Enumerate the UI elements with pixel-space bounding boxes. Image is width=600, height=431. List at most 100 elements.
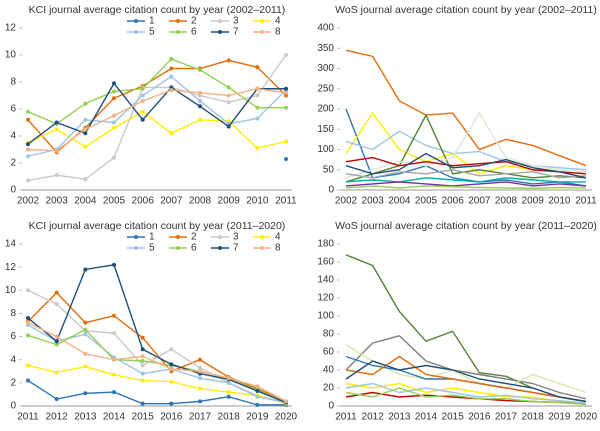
data-point <box>284 139 288 144</box>
x-tick-label: 2011 <box>335 412 357 423</box>
data-point <box>83 117 88 122</box>
legend-label: 2 <box>191 16 197 27</box>
data-point <box>255 93 260 98</box>
data-point <box>140 93 145 98</box>
series-line <box>345 335 587 400</box>
data-point <box>83 144 88 149</box>
x-tick-label: 2003 <box>362 196 385 207</box>
y-tick-label: 4 <box>10 354 16 365</box>
x-tick-label: 2012 <box>362 412 385 423</box>
legend-marker <box>260 235 264 239</box>
y-tick-label: 0 <box>328 185 334 196</box>
legend-label: 4 <box>275 16 281 27</box>
data-point <box>112 113 116 118</box>
data-point <box>140 109 145 114</box>
y-tick-label: 12 <box>5 262 17 273</box>
legend-label: 8 <box>275 27 281 38</box>
data-point <box>112 89 116 94</box>
y-tick-label: 0 <box>10 185 16 196</box>
data-point <box>54 302 59 307</box>
data-point <box>83 391 88 396</box>
data-point <box>112 390 116 395</box>
legend-label: 2 <box>191 232 197 243</box>
y-tick-label: 6 <box>10 331 16 342</box>
data-point <box>140 371 145 376</box>
legend-label: 5 <box>149 243 155 254</box>
series-line <box>345 185 587 190</box>
x-tick-label: 2017 <box>495 412 518 423</box>
y-tick-label: 200 <box>317 104 334 115</box>
data-point <box>140 378 145 383</box>
series-line <box>27 58 286 125</box>
y-tick-label: 50 <box>323 164 335 175</box>
data-point <box>198 67 202 72</box>
data-point <box>26 378 30 383</box>
data-point <box>54 397 59 402</box>
data-point <box>112 372 116 377</box>
legend-marker <box>176 246 180 250</box>
data-point <box>255 402 260 407</box>
data-point <box>112 120 116 125</box>
data-point <box>83 127 88 132</box>
x-tick-label: 2015 <box>132 412 155 423</box>
data-point <box>226 376 231 381</box>
x-tick-label: 2013 <box>74 412 97 423</box>
data-point <box>26 154 30 159</box>
legend-marker <box>134 235 138 239</box>
x-tick-label: 2012 <box>46 412 69 423</box>
series-line <box>345 111 587 179</box>
data-point <box>54 290 59 295</box>
data-point <box>54 342 59 347</box>
data-point <box>54 370 59 375</box>
y-tick-label: 250 <box>317 83 334 94</box>
data-point <box>198 357 202 362</box>
data-point <box>140 354 145 359</box>
y-tick-label: 8 <box>10 77 16 88</box>
x-tick-label: 2005 <box>103 196 126 207</box>
x-tick-label: 2014 <box>415 412 438 423</box>
data-point <box>112 155 116 160</box>
y-tick-label: 40 <box>323 365 335 376</box>
chart-title: KCI journal average citation count by ye… <box>29 220 286 232</box>
data-point <box>255 384 260 389</box>
data-point <box>169 131 174 136</box>
series-line <box>27 264 287 404</box>
series-line <box>345 382 587 404</box>
data-point <box>198 386 202 391</box>
data-point <box>112 313 116 318</box>
series-line <box>27 88 287 152</box>
legend-marker <box>176 235 180 239</box>
series-line <box>345 108 587 187</box>
series-line <box>345 130 587 171</box>
data-point <box>83 351 88 356</box>
data-point <box>226 394 231 399</box>
y-tick-label: 0 <box>10 401 16 412</box>
data-point <box>198 117 202 122</box>
legend-marker <box>218 30 222 34</box>
data-point <box>54 120 59 125</box>
series-line <box>345 177 586 183</box>
y-tick-label: 160 <box>317 257 334 268</box>
data-point <box>112 357 116 362</box>
data-point <box>83 364 88 369</box>
series-line <box>27 54 287 182</box>
x-tick-label: 2006 <box>442 196 465 207</box>
data-point <box>140 117 145 122</box>
data-point <box>169 401 174 406</box>
data-point <box>54 127 59 132</box>
legend-marker <box>134 246 138 250</box>
x-tick-label: 2020 <box>575 412 598 423</box>
y-tick-label: 100 <box>317 144 334 155</box>
data-point <box>255 65 260 70</box>
data-point <box>198 90 202 95</box>
y-tick-label: 100 <box>317 311 334 322</box>
data-point <box>284 156 288 161</box>
legend-label: 3 <box>233 232 239 243</box>
x-tick-label: 2007 <box>160 196 183 207</box>
data-point <box>169 66 174 71</box>
legend-label: 6 <box>191 243 197 254</box>
data-point <box>169 74 174 79</box>
x-tick-label: 2014 <box>103 412 126 423</box>
data-point <box>226 85 231 90</box>
